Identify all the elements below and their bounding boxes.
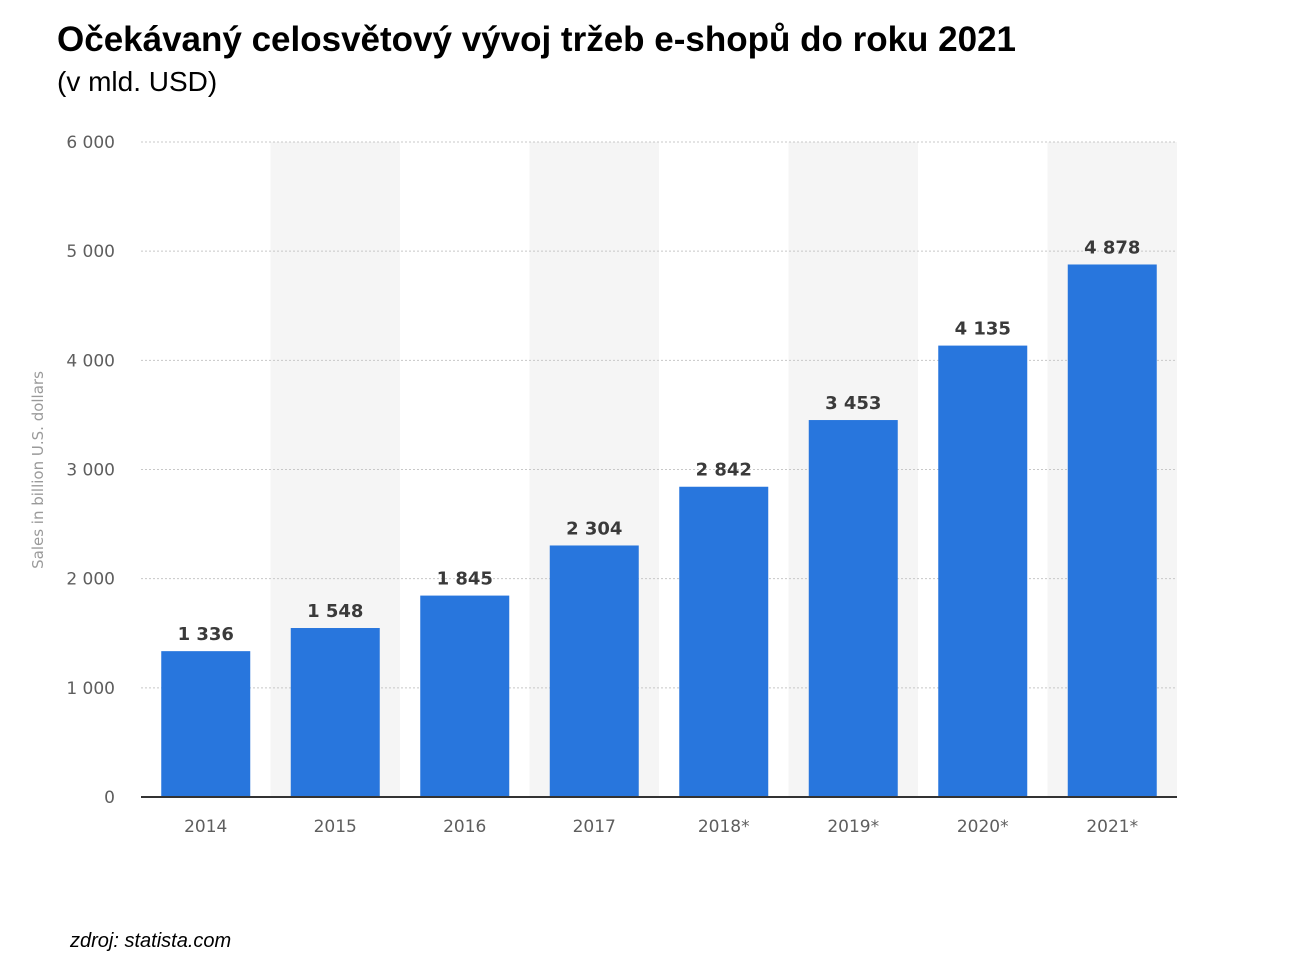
y-tick-label: 5 000 (66, 242, 115, 262)
bar (938, 345, 1028, 797)
x-tick-label: 2016 (443, 817, 486, 837)
y-axis-label: Sales in billion U.S. dollars (29, 371, 47, 569)
data-label: 1 845 (437, 569, 493, 590)
data-label: 4 878 (1084, 237, 1140, 258)
source-note: zdroj: statista.com (70, 930, 232, 952)
x-axis-ticks: 2014 2015 2016 2017 2018* 2019* 2020* 2021* (184, 817, 1138, 837)
bar (161, 651, 251, 797)
y-tick-label: 1 000 (66, 679, 115, 699)
chart-title: Očekávaný celosvětový vývoj tržeb e-shop… (57, 20, 1017, 59)
bar (808, 420, 898, 797)
data-label: 3 453 (825, 393, 881, 414)
bars (161, 264, 1157, 797)
x-tick-label: 2019* (827, 817, 879, 837)
x-tick-label: 2021* (1086, 817, 1138, 837)
bar (679, 486, 769, 797)
y-tick-label: 6 000 (66, 133, 115, 153)
bar (290, 628, 380, 797)
y-tick-label: 3 000 (66, 461, 115, 481)
data-label: 2 304 (566, 518, 622, 539)
chart-subtitle: (v mld. USD) (57, 66, 218, 97)
x-tick-label: 2018* (698, 817, 750, 837)
y-tick-label: 4 000 (66, 351, 115, 371)
y-tick-label: 0 (104, 788, 115, 808)
y-axis-ticks: 0 1 000 2 000 3 000 4 000 5 000 6 000 (66, 133, 115, 808)
data-label: 2 842 (696, 460, 752, 481)
x-tick-label: 2020* (957, 817, 1009, 837)
bar (1067, 264, 1157, 797)
y-tick-label: 2 000 (66, 570, 115, 590)
bar (420, 595, 510, 797)
bar (549, 545, 639, 797)
x-tick-label: 2015 (314, 817, 357, 837)
bar-chart: 0 1 000 2 000 3 000 4 000 5 000 6 000 1 336 1 5… (29, 133, 1177, 837)
data-label: 4 135 (955, 319, 1011, 340)
data-label: 1 336 (178, 624, 234, 645)
x-tick-label: 2017 (573, 817, 616, 837)
data-label: 1 548 (307, 601, 363, 622)
data-labels: 1 336 1 548 1 845 2 304 2 842 3 453 4 135 4 878 (178, 237, 1141, 645)
x-tick-label: 2014 (184, 817, 227, 837)
